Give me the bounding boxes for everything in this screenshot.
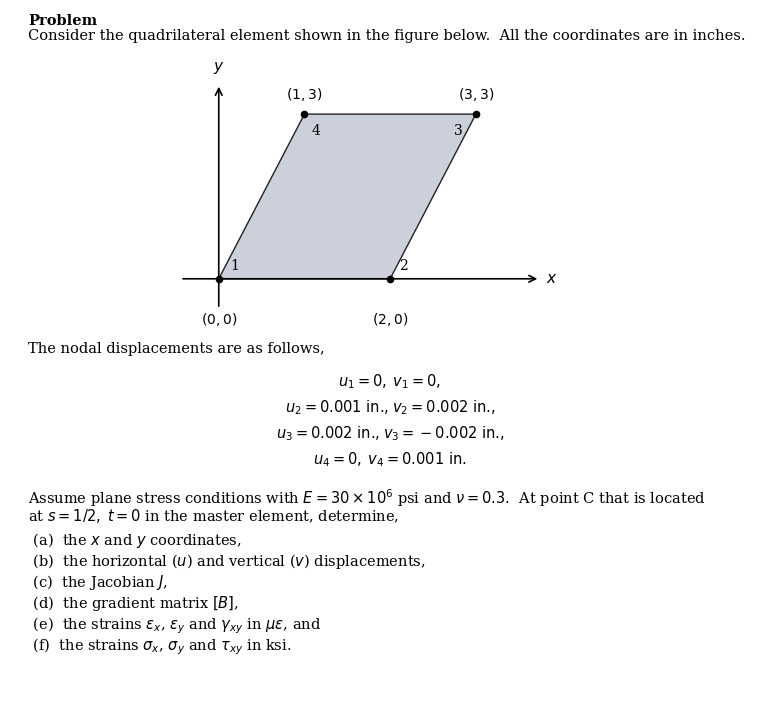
Text: $u_1 = 0,\;  v_1 = 0,$: $u_1 = 0,\; v_1 = 0,$ [339, 372, 441, 390]
Text: (f)  the strains $\sigma_x$, $\sigma_y$ and $\tau_{xy}$ in ksi.: (f) the strains $\sigma_x$, $\sigma_y$ a… [28, 636, 292, 656]
Text: $u_3 = 0.002 \text{ in.,}\;  v_3 = -0.002 \text{ in.,}$: $u_3 = 0.002 \text{ in.,}\; v_3 = -0.002… [275, 424, 505, 443]
Text: 2: 2 [399, 260, 407, 273]
Text: $(2,0)$: $(2,0)$ [372, 311, 409, 328]
Text: (e)  the strains $\varepsilon_x$, $\varepsilon_y$ and $\gamma_{xy}$ in $\mu\vare: (e) the strains $\varepsilon_x$, $\varep… [28, 615, 321, 636]
Text: $y$: $y$ [213, 60, 225, 75]
Text: (a)  the $x$ and $y$ coordinates,: (a) the $x$ and $y$ coordinates, [28, 531, 242, 550]
Text: The nodal displacements are as follows,: The nodal displacements are as follows, [28, 342, 324, 356]
Text: 4: 4 [311, 124, 320, 138]
Text: $(1,3)$: $(1,3)$ [286, 86, 323, 103]
Text: 3: 3 [454, 124, 463, 138]
Text: (b)  the horizontal ($u$) and vertical ($v$) displacements,: (b) the horizontal ($u$) and vertical ($… [28, 552, 426, 571]
Text: $u_4 = 0,\;  v_4 = 0.001 \text{ in.}$: $u_4 = 0,\; v_4 = 0.001 \text{ in.}$ [314, 450, 466, 469]
Text: $u_2 = 0.001 \text{ in.,}\;  v_2 = 0.002 \text{ in.,}$: $u_2 = 0.001 \text{ in.,}\; v_2 = 0.002 … [285, 398, 495, 417]
Text: (d)  the gradient matrix $[B]$,: (d) the gradient matrix $[B]$, [28, 594, 239, 613]
Text: Problem: Problem [28, 14, 98, 28]
Text: $(0,0)$: $(0,0)$ [200, 311, 237, 328]
Text: 1: 1 [230, 260, 239, 273]
Text: Consider the quadrilateral element shown in the figure below.  All the coordinat: Consider the quadrilateral element shown… [28, 29, 746, 43]
Text: $x$: $x$ [546, 272, 558, 285]
Polygon shape [218, 114, 476, 279]
Text: Assume plane stress conditions with $E = 30 \times 10^6$ psi and $\nu = 0.3$.  A: Assume plane stress conditions with $E =… [28, 487, 706, 509]
Text: at $s = 1/2,\; t = 0$ in the master element, determine,: at $s = 1/2,\; t = 0$ in the master elem… [28, 507, 399, 525]
Text: (c)  the Jacobian $J$,: (c) the Jacobian $J$, [28, 573, 168, 592]
Text: $(3,3)$: $(3,3)$ [458, 86, 494, 103]
